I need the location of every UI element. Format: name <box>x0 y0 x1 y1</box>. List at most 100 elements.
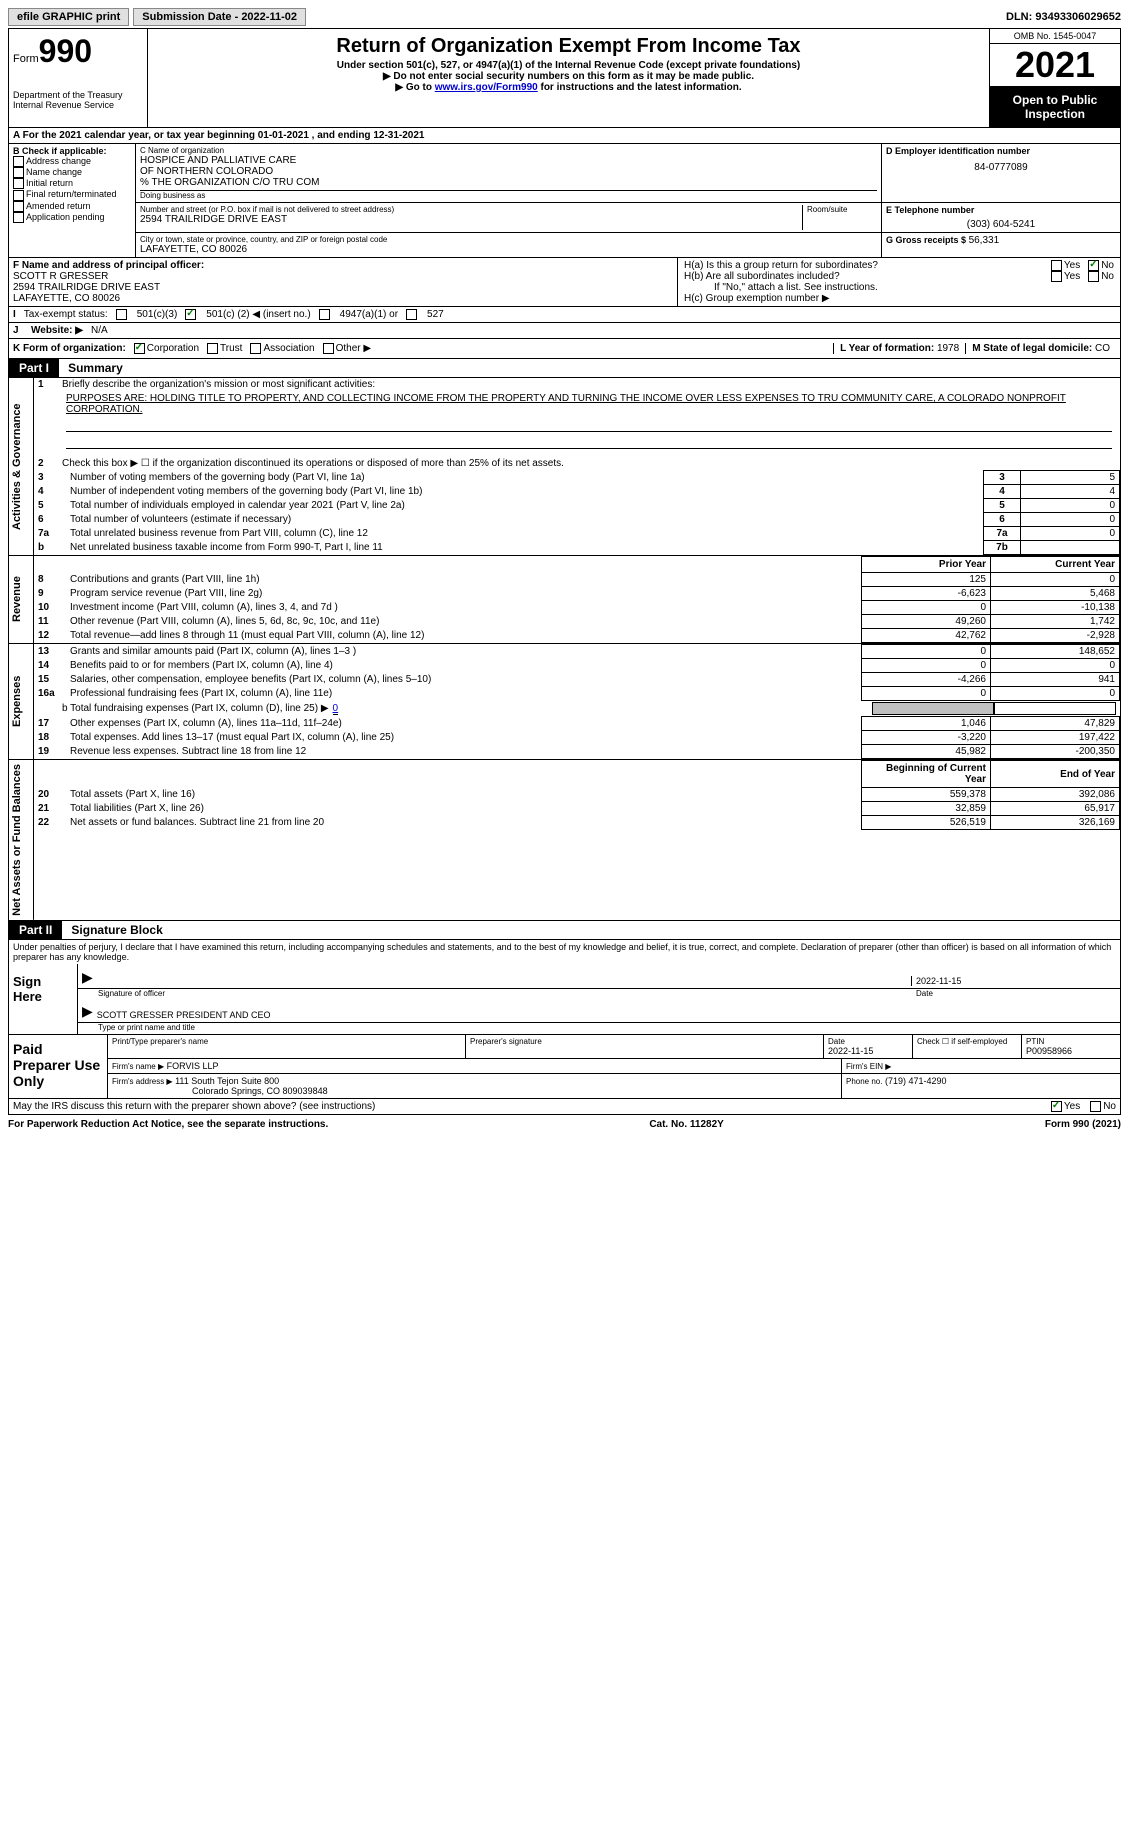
header-mid: Return of Organization Exempt From Incom… <box>148 29 990 127</box>
pra-notice: For Paperwork Reduction Act Notice, see … <box>8 1119 328 1130</box>
check-amended-return[interactable] <box>13 201 24 212</box>
check-501c[interactable] <box>185 309 196 320</box>
table-row: 9Program service revenue (Part VIII, lin… <box>34 587 1120 601</box>
line-16b: b Total fundraising expenses (Part IX, c… <box>34 701 1120 716</box>
form-title: Return of Organization Exempt From Incom… <box>152 35 985 58</box>
col-current-year: Current Year <box>991 557 1120 573</box>
i-letter: I <box>13 309 16 320</box>
check-initial-return[interactable] <box>13 178 24 189</box>
check-501c3[interactable] <box>116 309 127 320</box>
org-name-2: OF NORTHERN COLORADO <box>140 166 877 177</box>
preparer-date-cell: Date2022-11-15 <box>824 1035 913 1058</box>
check-discuss-no[interactable] <box>1090 1101 1101 1112</box>
form-header: Form990 Department of the Treasury Inter… <box>8 28 1121 128</box>
table-row: 4Number of independent voting members of… <box>34 485 1120 499</box>
preparer-sig-cell: Preparer's signature <box>466 1035 824 1058</box>
table-row: 8Contributions and grants (Part VIII, li… <box>34 573 1120 587</box>
check-address-change[interactable] <box>13 156 24 167</box>
firm-phone-cell: Phone no. (719) 471-4290 <box>842 1074 1120 1098</box>
label-final-return: Final return/terminated <box>26 189 117 199</box>
website-label: Website: ▶ <box>31 325 83 336</box>
label-501c: 501(c) (2) ◀ (insert no.) <box>206 309 310 320</box>
submission-date-button[interactable]: Submission Date - 2022-11-02 <box>133 8 306 26</box>
org-name-3: % THE ORGANIZATION C/O TRU COM <box>140 177 877 188</box>
open-to-public: Open to Public Inspection <box>990 87 1120 127</box>
gross-receipts-value: 56,331 <box>969 235 1000 246</box>
top-bar: efile GRAPHIC print Submission Date - 20… <box>8 8 1121 26</box>
table-row: 22Net assets or fund balances. Subtract … <box>34 816 1120 830</box>
line16b-value[interactable]: 0 <box>333 703 339 715</box>
box-g: G Gross receipts $ 56,331 <box>882 233 1120 257</box>
box-f: F Name and address of principal officer:… <box>9 258 678 306</box>
check-discuss-yes[interactable] <box>1051 1101 1062 1112</box>
efile-print-button[interactable]: efile GRAPHIC print <box>8 8 129 26</box>
row-a-tax-year: A For the 2021 calendar year, or tax yea… <box>8 128 1121 144</box>
box-cde: C Name of organization HOSPICE AND PALLI… <box>136 144 1120 257</box>
officer-addr1: 2594 TRAILRIDGE DRIVE EAST <box>13 282 673 293</box>
discuss-yes: Yes <box>1064 1101 1080 1112</box>
part-i-header: Part I <box>9 359 59 377</box>
officer-addr2: LAFAYETTE, CO 80026 <box>13 293 673 304</box>
check-ha-no[interactable] <box>1088 260 1099 271</box>
row-j-website: J Website: ▶ N/A <box>8 323 1121 339</box>
table-row: 20Total assets (Part X, line 16)559,3783… <box>34 788 1120 802</box>
side-net-assets: Net Assets or Fund Balances <box>9 760 34 920</box>
part-i-header-row: Part I Summary <box>8 359 1121 378</box>
check-final-return[interactable] <box>13 190 24 201</box>
check-other[interactable] <box>323 343 334 354</box>
check-4947[interactable] <box>319 309 330 320</box>
box-f-label: F Name and address of principal officer: <box>13 260 673 271</box>
label-name-change: Name change <box>26 167 82 177</box>
ein-value: 84-0777089 <box>886 162 1116 173</box>
box-h: H(a) Is this a group return for subordin… <box>678 258 1120 306</box>
form990-link[interactable]: www.irs.gov/Form990 <box>435 82 538 93</box>
table-row: 18Total expenses. Add lines 13–17 (must … <box>34 731 1120 745</box>
box-e: E Telephone number (303) 604-5241 <box>882 203 1120 232</box>
h-b-note: If "No," attach a list. See instructions… <box>684 282 1114 293</box>
check-ha-yes[interactable] <box>1051 260 1062 271</box>
form-footer-label: Form 990 (2021) <box>1045 1119 1121 1130</box>
sign-here-label: Sign Here <box>9 964 78 1034</box>
label-4947: 4947(a)(1) or <box>340 309 398 320</box>
tax-year: 2021 <box>990 43 1120 87</box>
part-ii-title: Signature Block <box>65 923 162 937</box>
check-corp[interactable] <box>134 343 145 354</box>
line1-label: Briefly describe the organization's miss… <box>62 379 1116 390</box>
check-name-change[interactable] <box>13 167 24 178</box>
block-fh: F Name and address of principal officer:… <box>8 258 1121 307</box>
tax-status-label: Tax-exempt status: <box>24 309 108 320</box>
box-c-name: C Name of organization HOSPICE AND PALLI… <box>136 144 882 202</box>
dept-treasury: Department of the Treasury <box>13 90 143 100</box>
box-b-label: B Check if applicable: <box>13 146 131 156</box>
table-row: 19Revenue less expenses. Subtract line 1… <box>34 745 1120 759</box>
section-revenue: Revenue Prior YearCurrent Year 8Contribu… <box>8 556 1121 644</box>
label-other: Other ▶ <box>336 343 371 354</box>
section-net-assets: Net Assets or Fund Balances Beginning of… <box>8 760 1121 921</box>
street-address: 2594 TRAILRIDGE DRIVE EAST <box>140 214 802 225</box>
col-prior-year: Prior Year <box>862 557 991 573</box>
row-k: K Form of organization: Corporation Trus… <box>8 339 1121 359</box>
check-assoc[interactable] <box>250 343 261 354</box>
check-trust[interactable] <box>207 343 218 354</box>
box-c-address: Number and street (or P.O. box if mail i… <box>136 203 882 232</box>
expenses-table: 13Grants and similar amounts paid (Part … <box>34 644 1120 701</box>
check-application-pending[interactable] <box>13 212 24 223</box>
revenue-table: Prior YearCurrent Year 8Contributions an… <box>34 556 1120 643</box>
paid-preparer-label: Paid Preparer Use Only <box>9 1035 108 1098</box>
box-m: M State of legal domicile: CO <box>965 343 1116 354</box>
table-row: 13Grants and similar amounts paid (Part … <box>34 645 1120 659</box>
check-527[interactable] <box>406 309 417 320</box>
label-corp: Corporation <box>147 343 199 354</box>
check-hb-yes[interactable] <box>1051 271 1062 282</box>
table-row: 14Benefits paid to or for members (Part … <box>34 659 1120 673</box>
expenses-table-2: 17Other expenses (Part IX, column (A), l… <box>34 716 1120 759</box>
table-row: 3Number of voting members of the governi… <box>34 471 1120 485</box>
label-address-change: Address change <box>26 156 91 166</box>
form-number: Form990 <box>13 33 143 70</box>
box-c-city: City or town, state or province, country… <box>136 233 882 257</box>
row-i-tax-status: I Tax-exempt status: 501(c)(3) 501(c) (2… <box>8 307 1121 323</box>
check-hb-no[interactable] <box>1088 271 1099 282</box>
date-label: Date <box>916 989 1116 998</box>
label-trust: Trust <box>220 343 242 354</box>
table-row: 17Other expenses (Part IX, column (A), l… <box>34 717 1120 731</box>
